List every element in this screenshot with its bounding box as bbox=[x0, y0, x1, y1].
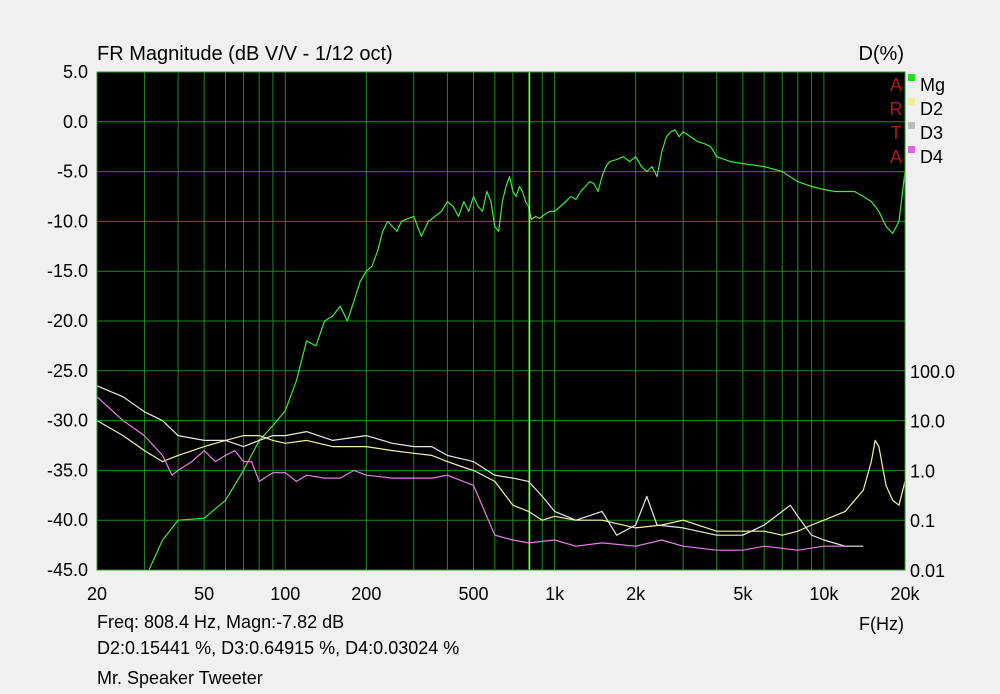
y-tick-label: -35.0 bbox=[47, 460, 88, 480]
x-axis-label: F(Hz) bbox=[859, 614, 904, 634]
x-tick-label: 500 bbox=[458, 584, 488, 604]
legend-label-d4: D4 bbox=[920, 147, 943, 167]
series-layer bbox=[97, 129, 905, 570]
legend-logo-letter: A bbox=[890, 147, 902, 167]
y-tick-label: -30.0 bbox=[47, 411, 88, 431]
x-tick-label: 2k bbox=[626, 584, 646, 604]
series-line-d4 bbox=[97, 396, 846, 551]
y-tick-label: -20.0 bbox=[47, 311, 88, 331]
series-line-d3 bbox=[97, 385, 864, 547]
y2-tick-label: 10.0 bbox=[910, 412, 945, 432]
right-axis-label: D(%) bbox=[858, 43, 904, 65]
plot-border bbox=[96, 71, 906, 571]
x-tick-label: 50 bbox=[194, 584, 214, 604]
x-tick-label: 100 bbox=[270, 584, 300, 604]
y-tick-label: 0.0 bbox=[63, 112, 88, 132]
y-tick-label: -5.0 bbox=[57, 162, 88, 182]
y-tick-label: 5.0 bbox=[63, 62, 88, 82]
x-tick-label: 20 bbox=[87, 584, 107, 604]
y-tick-label: -15.0 bbox=[47, 261, 88, 281]
y2-tick-label: 100.0 bbox=[910, 362, 955, 382]
x-tick-label: 5k bbox=[733, 584, 753, 604]
measurement-name: Mr. Speaker Tweeter bbox=[97, 668, 263, 688]
x-tick-label: 200 bbox=[351, 584, 381, 604]
y-tick-label: -45.0 bbox=[47, 560, 88, 580]
legend-swatch-d4 bbox=[908, 146, 915, 153]
legend-logo-letter: A bbox=[890, 75, 902, 95]
series-line-d2 bbox=[97, 420, 905, 536]
legend-label-d2: D2 bbox=[920, 99, 943, 119]
y-tick-label: -25.0 bbox=[47, 361, 88, 381]
legend-label-mg: Mg bbox=[920, 75, 945, 95]
y2-tick-label: 0.1 bbox=[910, 511, 935, 531]
legend: A Mg R D2 T D3 A D4 bbox=[890, 74, 945, 167]
legend-logo-letter: T bbox=[891, 123, 902, 143]
legend-swatch-d2 bbox=[908, 98, 915, 105]
chart-title: FR Magnitude (dB V/V - 1/12 oct) bbox=[97, 43, 393, 65]
distortion-readout: D2:0.15441 %, D3:0.64915 %, D4:0.03024 % bbox=[97, 638, 460, 658]
legend-swatch-d3 bbox=[908, 122, 915, 129]
cursor-readout: Freq: 808.4 Hz, Magn:-7.82 dB bbox=[97, 612, 345, 632]
legend-logo-letter: R bbox=[890, 99, 903, 119]
y2-tick-label: 0.01 bbox=[910, 561, 945, 581]
x-tick-label: 10k bbox=[809, 584, 839, 604]
y2-tick-label: 1.0 bbox=[910, 461, 935, 481]
y-tick-label: -10.0 bbox=[47, 211, 88, 231]
y-tick-label: -40.0 bbox=[47, 510, 88, 530]
legend-label-d3: D3 bbox=[920, 123, 943, 143]
legend-swatch-mg bbox=[908, 74, 915, 81]
axis-ticks: 20 50 100 200 500 1k 2k 5k 10k 20k 5.0 0.0 -5.0 -10.0… bbox=[47, 62, 955, 604]
x-tick-label: 20k bbox=[890, 584, 920, 604]
x-tick-label: 1k bbox=[545, 584, 565, 604]
